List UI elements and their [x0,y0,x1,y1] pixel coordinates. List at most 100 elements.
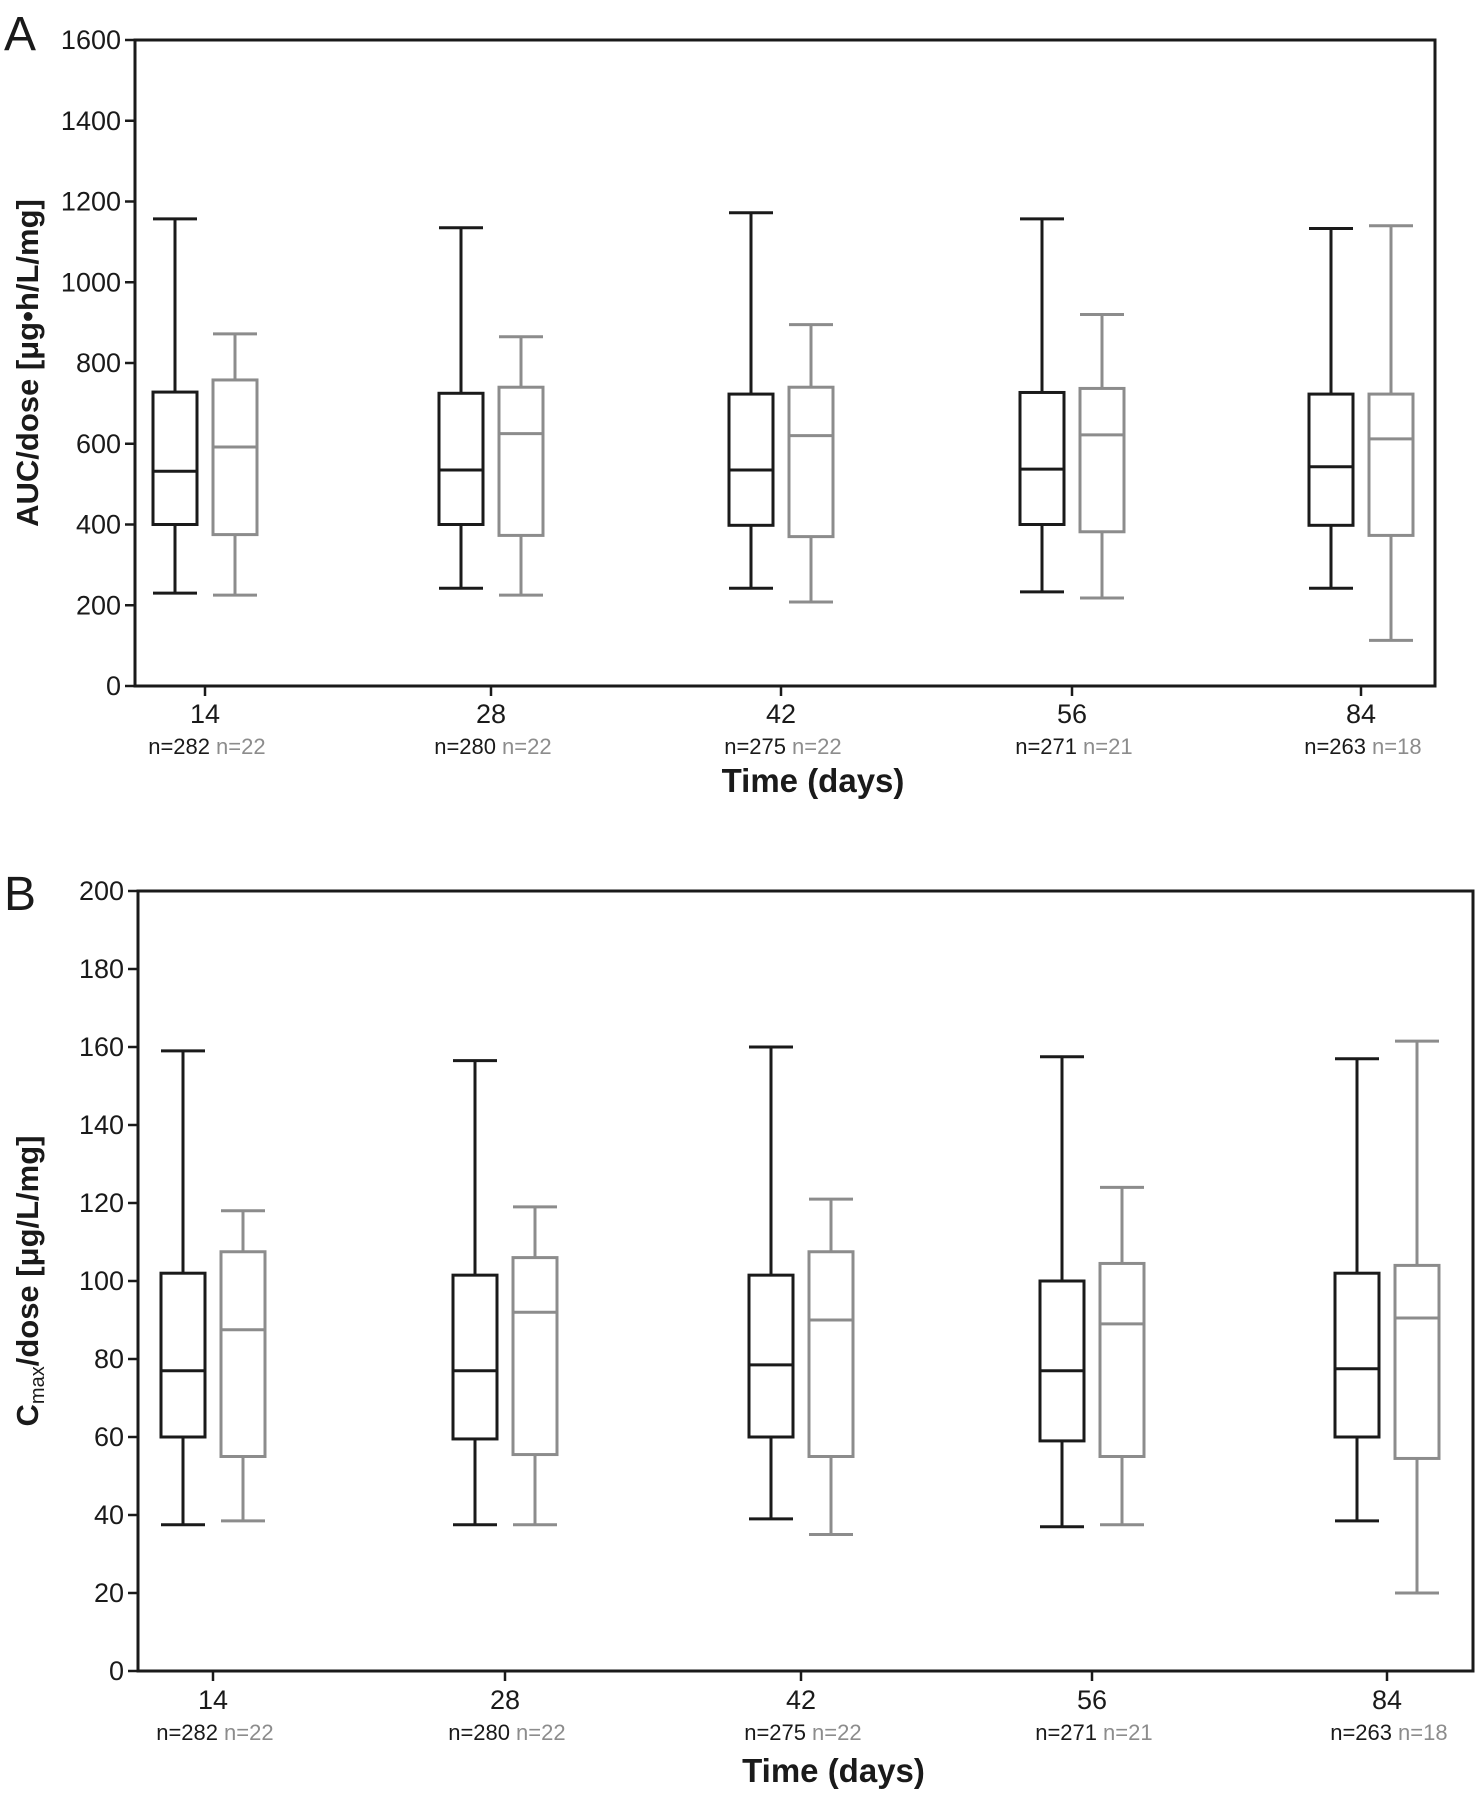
box-series2-28 [497,335,545,597]
y-tick-label: 160 [79,1032,124,1062]
sample-count-series2: n=21 [1083,734,1133,759]
x-tick-label: 84 [1346,699,1376,729]
y-tick-label: 60 [94,1422,124,1452]
y-tick-label: 0 [106,671,121,701]
y-tick-label: 0 [109,1656,124,1686]
sample-count-series2: n=22 [812,1720,862,1745]
sample-count-series1: n=280 [434,734,496,759]
sample-count-series1: n=271 [1015,734,1077,759]
x-tick-label: 56 [1057,699,1087,729]
y-tick-label: 140 [79,1110,124,1140]
iqr-box [437,391,485,526]
box-series2-42 [807,1197,855,1536]
plot-frame [136,889,1475,1673]
sample-count-series2: n=18 [1398,1720,1448,1745]
iqr-box [1018,390,1066,526]
iqr-box [1333,1271,1381,1439]
box-series1-84 [1333,1057,1381,1523]
box-series2-56 [1098,1185,1146,1527]
sample-count-series2: n=22 [516,1720,566,1745]
box-series1-56 [1018,217,1066,594]
x-tick-label: 28 [476,699,506,729]
x-axis-label: Time (days) [742,1752,925,1789]
box-series1-28 [437,226,485,590]
y-tick-label: 180 [79,954,124,984]
y-tick-label: 80 [94,1344,124,1374]
box-series1-42 [727,211,775,590]
box-series2-28 [511,1205,559,1527]
y-tick-label: 20 [94,1578,124,1608]
sample-count-series2: n=18 [1372,734,1422,759]
sample-count-series2: n=22 [224,1720,274,1745]
box-series1-28 [451,1059,499,1527]
y-tick-label: 1000 [61,267,121,297]
panel-label: A [4,8,36,61]
iqr-box [1307,392,1355,527]
box-series1-14 [151,217,199,595]
iqr-box [211,378,259,537]
x-axis-label: Time (days) [722,762,905,799]
sample-count-series2: n=22 [502,734,552,759]
iqr-box [497,385,545,537]
y-tick-label: 120 [79,1188,124,1218]
iqr-box [1393,1263,1441,1460]
y-tick-label: 100 [79,1266,124,1296]
sample-count-series1: n=271 [1035,1720,1097,1745]
y-tick-label: 1400 [61,106,121,136]
x-tick-label: 28 [490,1685,520,1715]
plot-frame [133,38,1437,688]
x-tick-label: 42 [786,1685,816,1715]
x-tick-label: 56 [1077,1685,1107,1715]
iqr-box [159,1271,207,1439]
x-tick-label: 14 [190,699,220,729]
iqr-box [807,1250,855,1458]
box-series1-84 [1307,227,1355,590]
box-series2-42 [787,323,835,604]
y-axis-label: AUC/dose [μg•h/L/mg] [10,199,45,527]
iqr-box [1098,1261,1146,1458]
iqr-box [219,1250,267,1458]
panel-A: A 0 200 400 600 800 1000 1200 1400 1600 AUC/dose [… [4,8,1437,799]
sample-count-series1: n=275 [744,1720,806,1745]
sample-count-series1: n=263 [1304,734,1366,759]
panel-B: B 0 20 40 60 80 100 120 140 160 180 200 Cmax/dose [μ… [4,868,1475,1789]
box-series2-84 [1393,1039,1441,1595]
iqr-box [1078,386,1126,534]
iqr-box [1038,1279,1086,1443]
x-tick-label: 14 [198,1685,228,1715]
sample-count-series1: n=282 [156,1720,218,1745]
box-series2-14 [219,1209,267,1523]
y-tick-label: 200 [76,590,121,620]
sample-count-series2: n=22 [216,734,266,759]
box-series2-84 [1367,224,1415,642]
iqr-box [747,1273,795,1439]
sample-count-series2: n=22 [792,734,842,759]
y-tick-label: 40 [94,1500,124,1530]
sample-count-series1: n=275 [724,734,786,759]
box-series1-42 [747,1045,795,1521]
y-tick-label: 800 [76,348,121,378]
panel-label: B [4,868,36,921]
y-tick-label: 1600 [61,25,121,55]
y-tick-label: 1200 [61,187,121,217]
sample-count-series2: n=21 [1103,1720,1153,1745]
box-series2-14 [211,332,259,597]
sample-count-series1: n=280 [448,1720,510,1745]
sample-count-series1: n=263 [1330,1720,1392,1745]
iqr-box [511,1256,559,1457]
box-series1-56 [1038,1055,1086,1529]
x-tick-label: 42 [766,699,796,729]
iqr-box [1367,392,1415,537]
iqr-box [451,1273,499,1441]
x-tick-label: 84 [1372,1685,1402,1715]
y-tick-label: 600 [76,429,121,459]
y-tick-label: 200 [79,876,124,906]
iqr-box [151,390,199,526]
box-series1-14 [159,1049,207,1527]
sample-count-series1: n=282 [148,734,210,759]
iqr-box [787,385,835,539]
y-tick-label: 400 [76,510,121,540]
box-series2-56 [1078,313,1126,600]
iqr-box [727,392,775,527]
